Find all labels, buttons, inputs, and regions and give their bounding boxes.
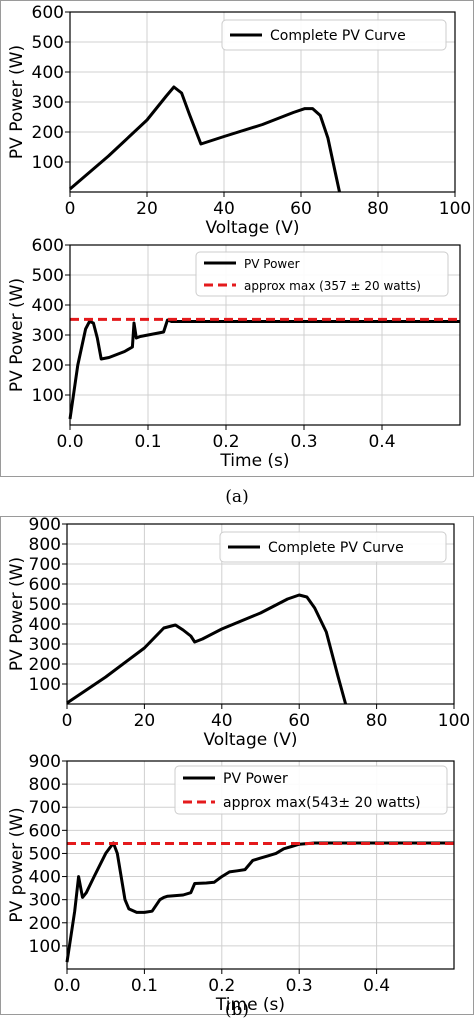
x-axis-label: Time (s) <box>215 995 285 1015</box>
legend: PV Power approx max(543± 20 watts) <box>174 765 448 815</box>
x-tick-label: 0.3 <box>286 976 313 996</box>
x-tick-label: 80 <box>366 711 388 731</box>
x-tick-label: 100 <box>438 711 470 731</box>
y-tick-label: 200 <box>29 655 61 675</box>
x-tick-label: 0.4 <box>363 976 390 996</box>
x-tick-label: 40 <box>211 711 233 731</box>
y-tick-label: 900 <box>29 752 61 772</box>
caption-b: (b) <box>224 1000 250 1020</box>
caption-a: (a) <box>225 487 249 507</box>
series-pv-power-line <box>69 85 341 193</box>
x-tick-label: 0.1 <box>134 432 161 452</box>
y-tick-label: 400 <box>29 868 61 888</box>
y-axis-label: PV Power (W) <box>7 45 27 159</box>
x-tick-label: 0 <box>62 711 73 731</box>
y-tick-label: 200 <box>32 123 64 143</box>
y-tick-label: 400 <box>32 296 64 316</box>
chart-a-bottom: 0.0 0.1 0.2 0.3 0.4 100 200 300 400 500 600 Time (s… <box>7 236 461 471</box>
y-tick-label: 200 <box>29 914 61 934</box>
y-tick-label: 400 <box>32 63 64 83</box>
series-pv-power-line <box>65 841 454 963</box>
x-tick-label: 0.2 <box>208 976 235 996</box>
legend-entry: approx max (357 ± 20 watts) <box>244 279 421 293</box>
x-tick-label: 0.0 <box>56 432 83 452</box>
y-tick-label: 300 <box>29 891 61 911</box>
chart-a-top: 0 20 40 60 80 100 100 200 300 400 500 600 Voltage (V… <box>7 3 471 238</box>
y-tick-label: 600 <box>29 575 61 595</box>
plot-frame <box>66 760 455 970</box>
y-tick-label: 400 <box>29 615 61 635</box>
y-tick-label: 300 <box>32 93 64 113</box>
y-axis-label: PV power (W) <box>7 807 27 922</box>
y-tick-label: 700 <box>29 555 61 575</box>
x-tick-label: 60 <box>290 199 312 219</box>
x-tick-label: 0.1 <box>131 976 158 996</box>
legend-entry: approx max(543± 20 watts) <box>223 795 421 811</box>
y-tick-label: 700 <box>29 798 61 818</box>
x-tick-label: 100 <box>439 199 471 219</box>
y-tick-label: 600 <box>32 236 64 256</box>
y-tick-label: 500 <box>32 266 64 286</box>
x-tick-label: 0 <box>65 199 76 219</box>
x-tick-label: 60 <box>288 711 310 731</box>
figure-panel-a <box>0 0 474 477</box>
plot-frame <box>66 523 455 705</box>
series-pv-power-line <box>68 318 460 420</box>
x-tick-label: 0.4 <box>368 432 395 452</box>
y-tick-label: 500 <box>29 595 61 615</box>
x-axis-label: Time (s) <box>219 451 289 471</box>
y-tick-label: 800 <box>29 535 61 555</box>
y-tick-label: 100 <box>29 937 61 957</box>
y-tick-label: 900 <box>29 515 61 535</box>
x-tick-label: 80 <box>367 199 389 219</box>
legend-entry: PV Power <box>244 257 300 271</box>
x-tick-label: 0.3 <box>290 432 317 452</box>
y-tick-label: 300 <box>32 326 64 346</box>
y-tick-label: 500 <box>29 844 61 864</box>
y-tick-label: 100 <box>32 153 64 173</box>
chart-b-bottom: 0.0 0.1 0.2 0.3 0.4 100 200 300 400 500 600 700 800 9… <box>7 752 455 1015</box>
legend: PV Power approx max (357 ± 20 watts) <box>195 251 449 297</box>
x-tick-label: 40 <box>213 199 235 219</box>
y-tick-label: 100 <box>32 386 64 406</box>
y-tick-label: 300 <box>29 635 61 655</box>
x-tick-label: 0.2 <box>212 432 239 452</box>
y-tick-label: 600 <box>29 821 61 841</box>
y-tick-label: 500 <box>32 33 64 53</box>
legend: Complete PV Curve <box>219 531 447 563</box>
x-tick-label: 0.0 <box>53 976 80 996</box>
y-tick-label: 800 <box>29 775 61 795</box>
chart-b-top: 0 20 40 60 80 100100200300400500600700800900V… <box>7 515 470 750</box>
y-tick-label: 100 <box>29 675 61 695</box>
y-axis-label: PV Power (W) <box>7 557 27 671</box>
y-tick-label: 600 <box>32 3 64 23</box>
legend: Complete PV Curve <box>221 19 447 51</box>
legend-entry: Complete PV Curve <box>270 28 406 44</box>
x-axis-label: Voltage (V) <box>205 218 299 238</box>
series-pv-power-line <box>66 593 348 705</box>
legend-entry: Complete PV Curve <box>268 540 404 556</box>
y-axis-label: PV Power (W) <box>7 278 27 392</box>
x-tick-label: 20 <box>136 199 158 219</box>
y-tick-label: 200 <box>32 356 64 376</box>
x-tick-label: 20 <box>134 711 156 731</box>
x-axis-label: Voltage (V) <box>203 730 297 750</box>
legend-entry: PV Power <box>223 771 288 787</box>
